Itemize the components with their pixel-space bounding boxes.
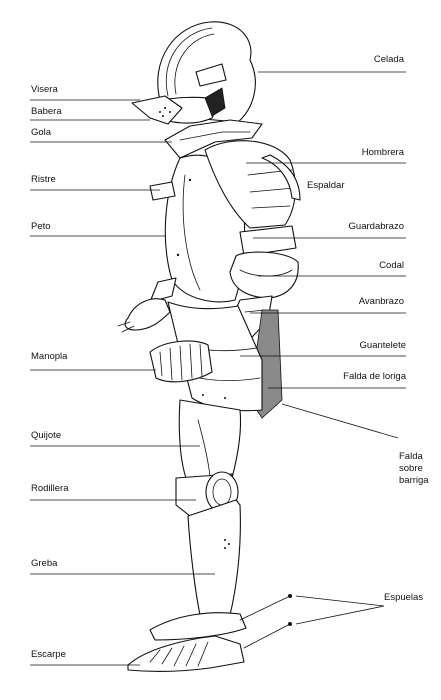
label-falda-loriga: Falda de loriga	[343, 371, 407, 382]
sabaton-back	[149, 612, 247, 641]
label-guantelete: Guantelete	[360, 340, 406, 351]
couter-codal	[229, 251, 299, 299]
label-visera: Visera	[31, 84, 58, 95]
armor-figure	[117, 21, 301, 672]
label-peto: Peto	[31, 221, 51, 232]
label-avanbrazo: Avanbrazo	[359, 296, 404, 307]
tasset-falda-sobre-barriga	[167, 301, 263, 412]
label-escarpe: Escarpe	[31, 649, 66, 660]
label-quijote: Quijote	[31, 430, 61, 441]
sabaton-escarpe	[127, 635, 245, 672]
spur-upper	[239, 595, 291, 621]
label-greba: Greba	[31, 558, 58, 569]
greave-greba	[187, 499, 241, 616]
lance-rest-ristre	[149, 181, 176, 201]
label-ristre: Ristre	[31, 174, 56, 185]
rerebrace-guardabrazo	[239, 225, 297, 257]
front-arm	[149, 277, 177, 303]
labels: Celada Visera Babera Gola Hombrera Ristr…	[31, 54, 429, 660]
label-hombrera: Hombrera	[362, 147, 405, 158]
cuisse-quijote	[178, 399, 242, 479]
label-falda-sobre-1: Falda	[399, 451, 423, 462]
label-falda-sobre-2: sobre	[399, 463, 423, 474]
label-gola: Gola	[31, 127, 52, 138]
helmet-celada	[131, 21, 256, 125]
hand	[124, 298, 171, 331]
backplate-espaldar	[261, 154, 301, 201]
label-celada: Celada	[374, 54, 405, 65]
leader-lines	[30, 71, 406, 666]
label-rodillera: Rodillera	[31, 483, 69, 494]
spur-lower	[243, 623, 291, 649]
label-guardabrazo: Guardabrazo	[349, 221, 404, 232]
gorget-gola	[164, 119, 263, 159]
label-espuelas: Espuelas	[384, 592, 423, 603]
label-codal: Codal	[379, 260, 404, 271]
label-falda-sobre-3: barriga	[399, 475, 429, 486]
label-manopla: Manopla	[31, 351, 68, 362]
label-espaldar: Espaldar	[307, 180, 345, 191]
label-babera: Babera	[31, 106, 62, 117]
